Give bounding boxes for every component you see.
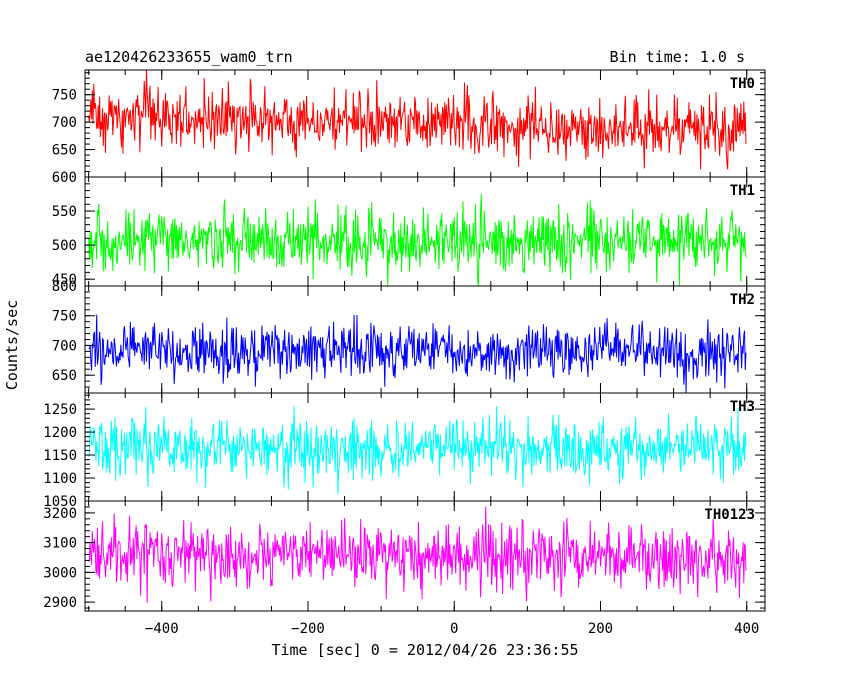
panel-frame bbox=[84, 69, 766, 178]
y-edge-label: 800 bbox=[52, 279, 77, 295]
x-tick-label: −400 bbox=[145, 621, 179, 637]
y-edge-label: 600 bbox=[52, 170, 77, 186]
x-tick-label: −200 bbox=[291, 621, 325, 637]
y-tick-label: 3000 bbox=[43, 565, 77, 581]
x-axis-label: Time [sec] 0 = 2012/04/26 23:36:55 bbox=[271, 641, 578, 659]
y-tick-label: 1200 bbox=[43, 425, 77, 441]
y-tick-label: 700 bbox=[52, 115, 77, 131]
y-tick-label: 650 bbox=[52, 143, 77, 159]
y-tick-label: 2900 bbox=[43, 595, 77, 611]
y-tick-label: 500 bbox=[52, 238, 77, 254]
bin-time-label: Bin time: 1.0 s bbox=[610, 48, 745, 66]
x-tick-label: 0 bbox=[450, 621, 458, 637]
panel-th1: 450 500 550 TH1 bbox=[52, 176, 766, 288]
y-tick-label: 700 bbox=[52, 338, 77, 354]
y-tick-label: 750 bbox=[52, 88, 77, 104]
panel-th2: 650 700 750 800 TH2 bbox=[52, 279, 766, 394]
panel-th0123: 2900 3000 3100 3200 TH0123 bbox=[43, 500, 766, 612]
panel-th0: 650 700 750 600 TH0 bbox=[52, 69, 766, 186]
y-tick-label: 650 bbox=[52, 368, 77, 384]
y-tick-label: 1100 bbox=[43, 471, 77, 487]
panel-frame bbox=[84, 500, 766, 612]
chart-title: ae120426233655_wam0_trn bbox=[85, 48, 293, 66]
y-tick-label: 750 bbox=[52, 309, 77, 325]
y-tick-label: 3200 bbox=[43, 506, 77, 522]
series-line-th2 bbox=[88, 314, 747, 393]
series-line-th3 bbox=[88, 406, 747, 494]
series-line-th0 bbox=[88, 70, 747, 170]
x-axis: −400 −200 0 200 400 bbox=[145, 621, 759, 637]
panel-label-th0123: TH0123 bbox=[704, 507, 755, 523]
y-tick-label: 1150 bbox=[43, 448, 77, 464]
y-tick-label: 450 bbox=[52, 272, 77, 288]
panel-label-th1: TH1 bbox=[730, 183, 755, 199]
x-tick-label: 200 bbox=[588, 621, 613, 637]
panel-frame bbox=[84, 285, 766, 394]
y-tick-label: 3100 bbox=[43, 536, 77, 552]
y-tick-label: 1250 bbox=[43, 402, 77, 418]
panels-group: 650 700 750 600 TH0 450 500 550 TH1 650 700 750 800 T… bbox=[43, 69, 766, 612]
series-line-th1 bbox=[88, 193, 747, 286]
x-tick-label: 400 bbox=[734, 621, 759, 637]
panel-label-th2: TH2 bbox=[730, 292, 755, 308]
y-tick-label: 550 bbox=[52, 204, 77, 220]
panel-th3: 1100 1150 1200 1250 1050 TH3 bbox=[43, 392, 766, 510]
y-edge-label: 1050 bbox=[43, 494, 77, 510]
series-line-th0123 bbox=[88, 506, 747, 603]
panel-label-th0: TH0 bbox=[730, 76, 755, 92]
y-axis-label: Counts/sec bbox=[3, 300, 21, 390]
panel-label-th3: TH3 bbox=[730, 399, 755, 415]
